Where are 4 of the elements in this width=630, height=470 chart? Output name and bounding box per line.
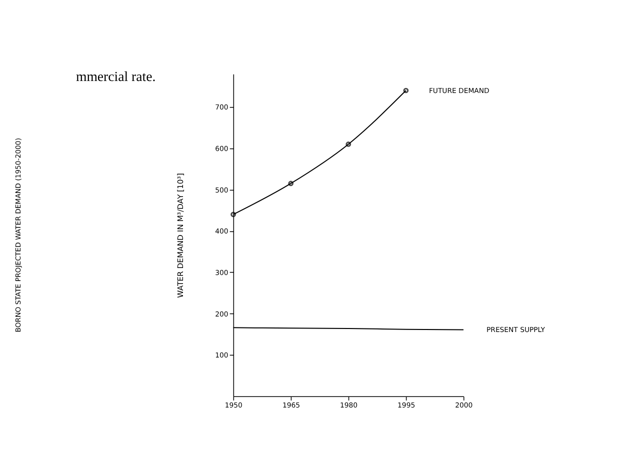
point: [346, 142, 352, 147]
text: mmercial rate.: [76, 68, 156, 84]
point: [288, 180, 294, 186]
y-axis-title: WATER DEMAND IN M³/DAY [10³]: [176, 173, 185, 298]
